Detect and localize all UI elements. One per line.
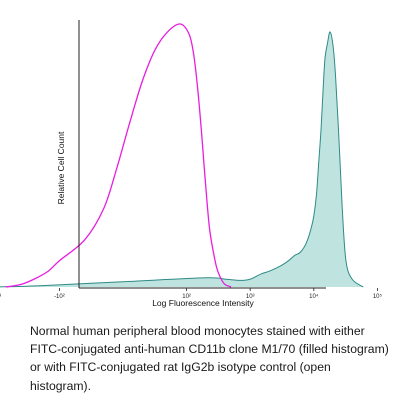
x-tick-label: 10² xyxy=(182,294,191,300)
y-axis-label: Relative Cell Count xyxy=(56,131,66,204)
x-tick-label: 10⁴ xyxy=(309,293,319,300)
x-tick-label: -10² xyxy=(54,294,65,300)
filled-histogram-outline xyxy=(0,31,364,288)
figure-caption: Normal human peripheral blood monocytes … xyxy=(30,324,389,393)
filled-histogram-area xyxy=(0,31,364,287)
plot-area xyxy=(0,23,364,288)
histogram-chart: -10³ -10² 10² 10³ 10⁴ 10⁵ Log Fluorescence In… xyxy=(0,20,382,308)
x-tick-label: -10³ xyxy=(0,294,1,300)
x-tick-label: 10⁵ xyxy=(373,293,383,300)
open-histogram-line xyxy=(5,23,232,288)
x-axis-label: Log Fluorescence Intensity xyxy=(152,298,254,308)
x-tick-group: -10³ -10² 10² 10³ 10⁴ 10⁵ xyxy=(0,288,382,300)
x-tick-label: 10³ xyxy=(246,294,255,300)
